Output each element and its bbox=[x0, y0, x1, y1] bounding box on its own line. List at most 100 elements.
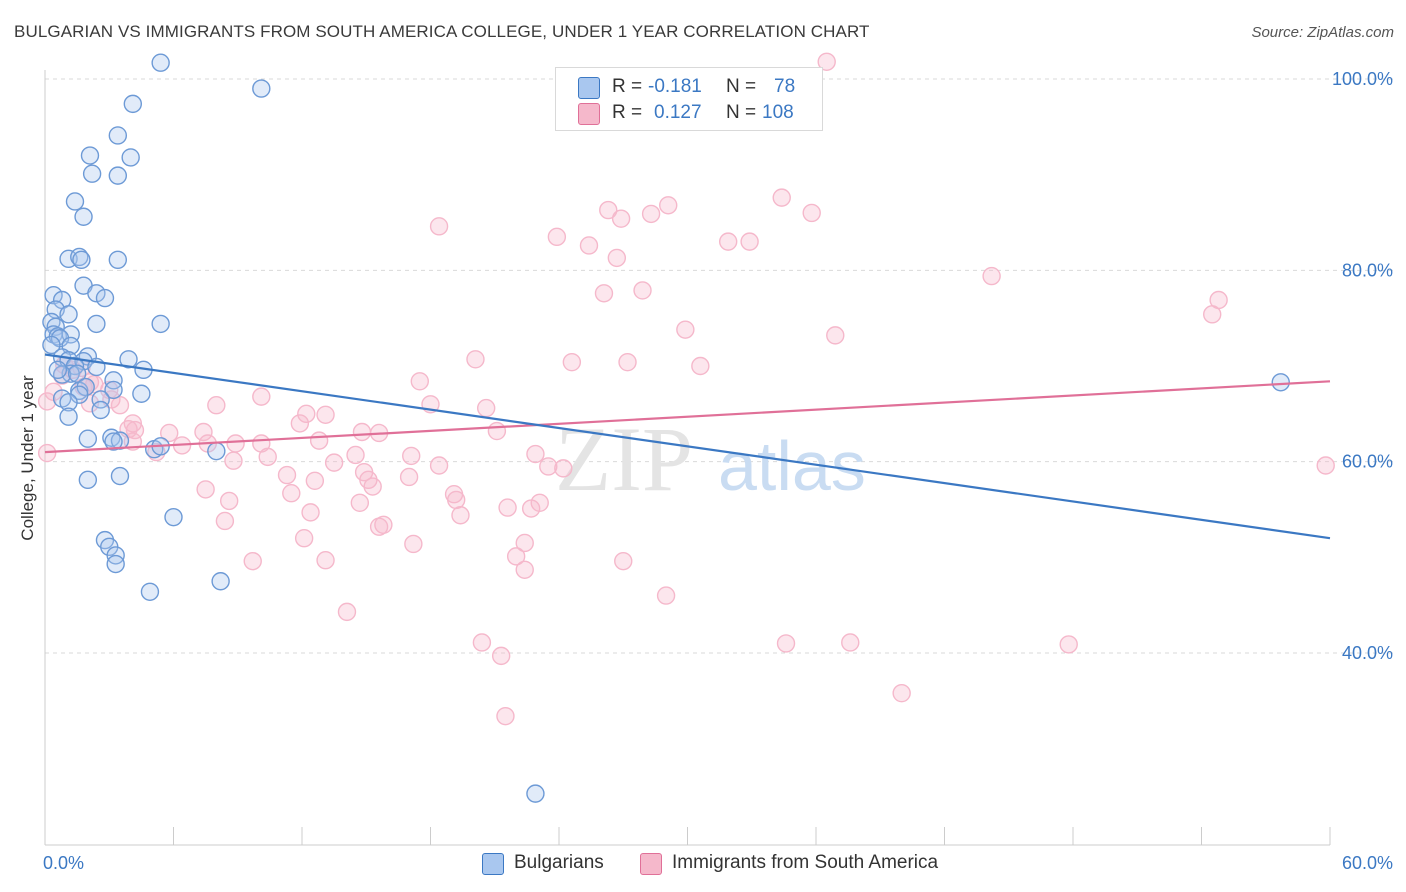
legend-r-label: R = bbox=[612, 76, 643, 97]
data-point-immigrants bbox=[369, 517, 389, 536]
legend-n-value: 78 bbox=[774, 76, 796, 97]
data-point-immigrants bbox=[224, 451, 243, 470]
data-point-immigrants bbox=[817, 52, 836, 71]
data-point-bulgarians bbox=[59, 393, 78, 412]
trend-line-immigrants bbox=[44, 380, 1331, 454]
data-point-immigrants bbox=[309, 431, 329, 450]
data-point-immigrants bbox=[691, 356, 710, 376]
data-point-immigrants bbox=[521, 499, 541, 518]
data-point-bulgarians bbox=[121, 148, 140, 167]
data-point-immigrants bbox=[352, 422, 372, 442]
data-point-immigrants bbox=[476, 398, 496, 418]
legend-label-bulgarians: Bulgarians bbox=[514, 852, 604, 873]
data-point-bulgarians bbox=[108, 250, 128, 270]
data-point-bulgarians bbox=[123, 94, 143, 114]
data-point-immigrants bbox=[399, 467, 419, 487]
data-point-immigrants bbox=[404, 534, 423, 554]
data-point-bulgarians bbox=[252, 79, 271, 98]
series-bulgarians-points bbox=[42, 53, 1290, 803]
data-point-immigrants bbox=[337, 602, 357, 622]
data-point-immigrants bbox=[324, 453, 344, 472]
data-point-bulgarians bbox=[526, 784, 545, 803]
data-point-immigrants bbox=[346, 445, 365, 465]
data-point-immigrants bbox=[294, 529, 314, 548]
data-point-immigrants bbox=[614, 551, 633, 571]
data-point-immigrants bbox=[316, 405, 335, 424]
data-point-bulgarians bbox=[82, 164, 102, 183]
data-point-bulgarians bbox=[132, 384, 151, 403]
watermark-zip: ZIP bbox=[555, 408, 693, 510]
data-point-immigrants bbox=[194, 422, 213, 442]
data-point-immigrants bbox=[258, 447, 277, 467]
data-point-bulgarians bbox=[164, 507, 183, 527]
data-point-immigrants bbox=[594, 284, 614, 303]
legend-n-value: 108 bbox=[762, 102, 794, 123]
data-point-immigrants bbox=[363, 477, 382, 496]
data-point-immigrants bbox=[402, 446, 421, 466]
data-point-immigrants bbox=[1059, 635, 1078, 654]
data-point-immigrants bbox=[410, 372, 429, 391]
data-point-bulgarians bbox=[65, 192, 85, 211]
data-point-bulgarians bbox=[108, 166, 128, 185]
data-point-immigrants bbox=[252, 387, 271, 406]
y-tick-label: 100.0% bbox=[1332, 69, 1393, 89]
data-point-immigrants bbox=[1316, 456, 1335, 475]
data-point-immigrants bbox=[282, 484, 301, 503]
data-point-immigrants bbox=[277, 465, 297, 485]
watermark-atlas: atlas bbox=[718, 427, 866, 505]
data-point-bulgarians bbox=[74, 207, 93, 226]
data-point-bulgarians bbox=[119, 350, 138, 369]
legend-swatch-pink bbox=[578, 103, 600, 125]
data-point-bulgarians bbox=[78, 470, 98, 490]
data-point-bulgarians bbox=[44, 286, 63, 305]
legend-r-value: -0.181 bbox=[648, 76, 702, 97]
data-point-bulgarians bbox=[91, 400, 110, 420]
data-point-bulgarians bbox=[48, 360, 68, 380]
data-point-immigrants bbox=[554, 459, 573, 478]
data-point-immigrants bbox=[301, 503, 320, 522]
data-point-bulgarians bbox=[110, 466, 130, 486]
y-tick-label: 40.0% bbox=[1342, 643, 1393, 663]
data-point-immigrants bbox=[110, 396, 130, 415]
data-point-bulgarians bbox=[70, 247, 89, 267]
data-point-bulgarians bbox=[72, 250, 91, 270]
data-point-immigrants bbox=[515, 533, 534, 553]
data-point-immigrants bbox=[160, 423, 179, 443]
data-point-bulgarians bbox=[78, 429, 98, 448]
data-point-immigrants bbox=[826, 326, 845, 345]
data-point-bulgarians bbox=[1271, 373, 1290, 392]
data-point-immigrants bbox=[196, 480, 215, 499]
data-point-immigrants bbox=[487, 421, 507, 441]
legend-label-immigrants: Immigrants from South America bbox=[672, 852, 939, 873]
data-point-bulgarians bbox=[108, 126, 128, 145]
data-point-immigrants bbox=[498, 498, 517, 517]
data-point-immigrants bbox=[429, 217, 449, 236]
data-point-immigrants bbox=[802, 203, 821, 223]
data-point-bulgarians bbox=[95, 288, 115, 308]
data-point-immigrants bbox=[547, 227, 567, 247]
trend-line-bulgarians bbox=[44, 353, 1331, 540]
data-point-immigrants bbox=[297, 404, 316, 424]
data-point-immigrants bbox=[515, 560, 534, 579]
data-point-immigrants bbox=[641, 204, 661, 224]
data-point-bulgarians bbox=[106, 554, 125, 574]
data-point-immigrants bbox=[607, 248, 627, 268]
data-point-immigrants bbox=[350, 493, 370, 513]
legend-r-value: 0.127 bbox=[654, 102, 702, 123]
data-point-immigrants bbox=[633, 281, 652, 300]
data-point-bulgarians bbox=[42, 335, 61, 355]
data-point-immigrants bbox=[656, 586, 676, 605]
data-point-immigrants bbox=[539, 457, 558, 476]
data-point-immigrants bbox=[841, 633, 860, 652]
data-point-bulgarians bbox=[80, 146, 100, 165]
data-point-immigrants bbox=[659, 196, 678, 215]
data-point-bulgarians bbox=[207, 441, 226, 461]
data-point-immigrants bbox=[599, 200, 618, 220]
data-point-immigrants bbox=[526, 444, 545, 464]
source-label: Source: ZipAtlas.com bbox=[1251, 24, 1394, 41]
axes bbox=[44, 70, 1331, 846]
data-point-immigrants bbox=[506, 547, 526, 566]
data-point-immigrants bbox=[496, 706, 515, 726]
legend-n-label: N = bbox=[726, 102, 757, 123]
data-point-immigrants bbox=[207, 396, 226, 415]
